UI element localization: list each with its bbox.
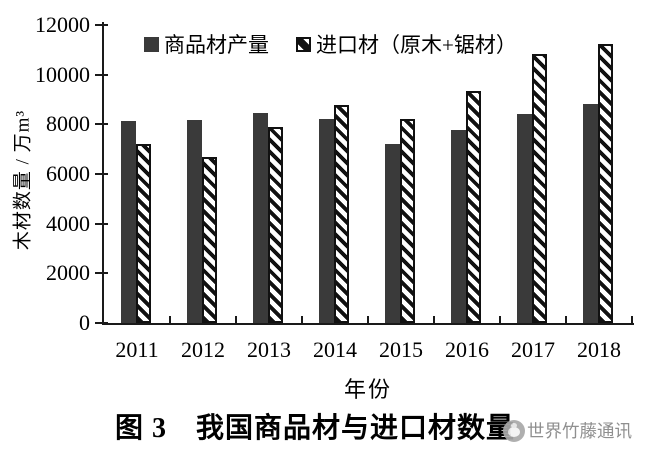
x-tick [433,316,435,323]
y-tick [95,173,108,175]
bar-production [583,104,598,323]
y-tick-label: 8000 [46,111,90,137]
y-tick-label: 4000 [46,210,90,236]
bar-production [385,144,400,323]
legend-label-production: 商品材产量 [164,33,269,57]
legend-swatch-hatched-icon [296,36,311,52]
x-axis-title: 年份 [343,377,392,402]
y-tick [95,73,108,76]
y-tick-label: 6000 [46,161,90,186]
x-axis-line [102,323,634,325]
y-tick-label: 10000 [35,61,90,87]
y-tick-label: 12000 [35,12,90,37]
y-tick [95,272,108,275]
bar-group [434,25,500,323]
bar-group [170,25,236,323]
y-tick-label: 2000 [46,260,90,286]
plot-area: 商品材产量 进口材（原木+锯材） 木材数量 / 万m³ 年份 0 2000 4000… [13,13,634,402]
x-tick [235,316,237,323]
legend-item-import: 进口材（原木+锯材） [296,29,517,59]
bar-group [566,25,632,323]
x-tick [301,316,303,323]
figure-caption: 图 3 我国商品材与进口材数量 [114,413,515,444]
x-tick [367,316,369,323]
y-tick [95,322,108,324]
x-tick [169,316,171,323]
bar-group [236,25,302,323]
bar-import [268,126,283,323]
bar-production [121,120,136,323]
x-tick-label: 2018 [577,337,621,362]
y-tick [95,24,108,26]
bar-import [400,118,415,323]
bar-group [104,25,170,323]
x-tick-label: 2017 [511,337,555,362]
bar-import [532,53,547,323]
bar-import [334,104,349,323]
bar-group [500,25,566,323]
y-tick-label: 0 [79,310,90,335]
x-tick-label: 2015 [379,337,423,362]
watermark-text: 世界竹藤通讯 [527,421,632,441]
legend-swatch-solid-icon [144,36,159,52]
x-tick-label: 2012 [181,337,225,362]
y-tick [95,222,108,225]
x-tick [631,316,633,323]
watermark-logo-icon [503,419,525,442]
bar-production [187,120,202,323]
x-tick [565,316,567,323]
bar-import [202,156,217,323]
x-tick-label: 2014 [313,337,357,362]
bar-group [368,25,434,323]
x-tick-label: 2013 [247,337,291,362]
bar-production [319,118,334,323]
bar-import [136,143,151,323]
y-tick [95,123,108,126]
bar-group [302,25,368,323]
x-tick [499,316,501,323]
bar-production [451,129,466,323]
legend: 商品材产量 进口材（原木+锯材） [144,29,517,59]
bar-production [253,113,268,323]
bar-import [598,44,613,323]
bar-production [517,114,532,323]
bar-import [466,91,481,323]
legend-item-production: 商品材产量 [144,29,269,59]
watermark: 世界竹藤通讯 [503,418,632,443]
x-tick-label: 2011 [115,337,159,362]
legend-label-import: 进口材（原木+锯材） [316,33,517,57]
x-tick-label: 2016 [445,337,489,362]
